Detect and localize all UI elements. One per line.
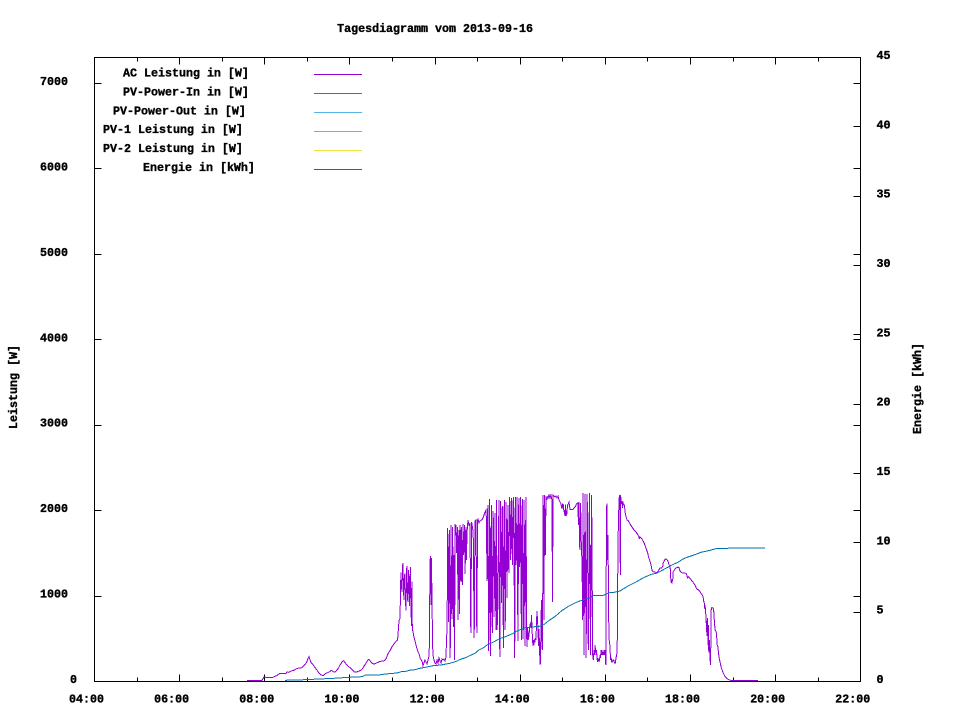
svg-text:3000: 3000 — [40, 417, 68, 431]
svg-text:08:00: 08:00 — [239, 693, 274, 707]
svg-text:Leistung [W]: Leistung [W] — [7, 345, 21, 429]
svg-text:Tagesdiagramm vom 2013-09-16: Tagesdiagramm vom 2013-09-16 — [337, 22, 533, 36]
svg-text:06:00: 06:00 — [154, 693, 189, 707]
svg-text:0: 0 — [70, 673, 77, 687]
svg-text:25: 25 — [877, 326, 891, 340]
svg-text:18:00: 18:00 — [665, 693, 700, 707]
svg-text:0: 0 — [877, 673, 884, 687]
svg-text:22:00: 22:00 — [835, 693, 870, 707]
svg-text:5: 5 — [877, 604, 884, 618]
svg-text:20:00: 20:00 — [750, 693, 785, 707]
svg-text:12:00: 12:00 — [410, 693, 445, 707]
svg-text:14:00: 14:00 — [495, 693, 530, 707]
svg-text:Energie [kWh]: Energie [kWh] — [911, 343, 925, 434]
svg-text:45: 45 — [877, 49, 891, 63]
svg-text:PV-Power-In in [W]: PV-Power-In in [W] — [123, 85, 249, 99]
svg-text:4000: 4000 — [40, 331, 68, 345]
svg-text:AC Leistung in [W]: AC Leistung in [W] — [123, 66, 249, 80]
svg-text:15: 15 — [877, 465, 891, 479]
svg-text:6000: 6000 — [40, 160, 68, 174]
svg-text:1000: 1000 — [40, 588, 68, 602]
svg-text:2000: 2000 — [40, 502, 68, 516]
svg-text:10:00: 10:00 — [324, 693, 359, 707]
svg-text:7000: 7000 — [40, 75, 68, 89]
svg-text:Energie in [kWh]: Energie in [kWh] — [143, 161, 255, 175]
svg-text:35: 35 — [877, 188, 891, 202]
svg-text:20: 20 — [877, 396, 891, 410]
svg-text:PV-2 Leistung in [W]: PV-2 Leistung in [W] — [103, 142, 243, 156]
svg-text:04:00: 04:00 — [69, 693, 104, 707]
svg-text:5000: 5000 — [40, 246, 68, 260]
svg-text:40: 40 — [877, 118, 891, 132]
svg-text:30: 30 — [877, 257, 891, 271]
svg-text:16:00: 16:00 — [580, 693, 615, 707]
svg-text:PV-Power-Out in [W]: PV-Power-Out in [W] — [113, 104, 246, 118]
svg-text:10: 10 — [877, 534, 891, 548]
svg-text:PV-1 Leistung in [W]: PV-1 Leistung in [W] — [103, 123, 243, 137]
